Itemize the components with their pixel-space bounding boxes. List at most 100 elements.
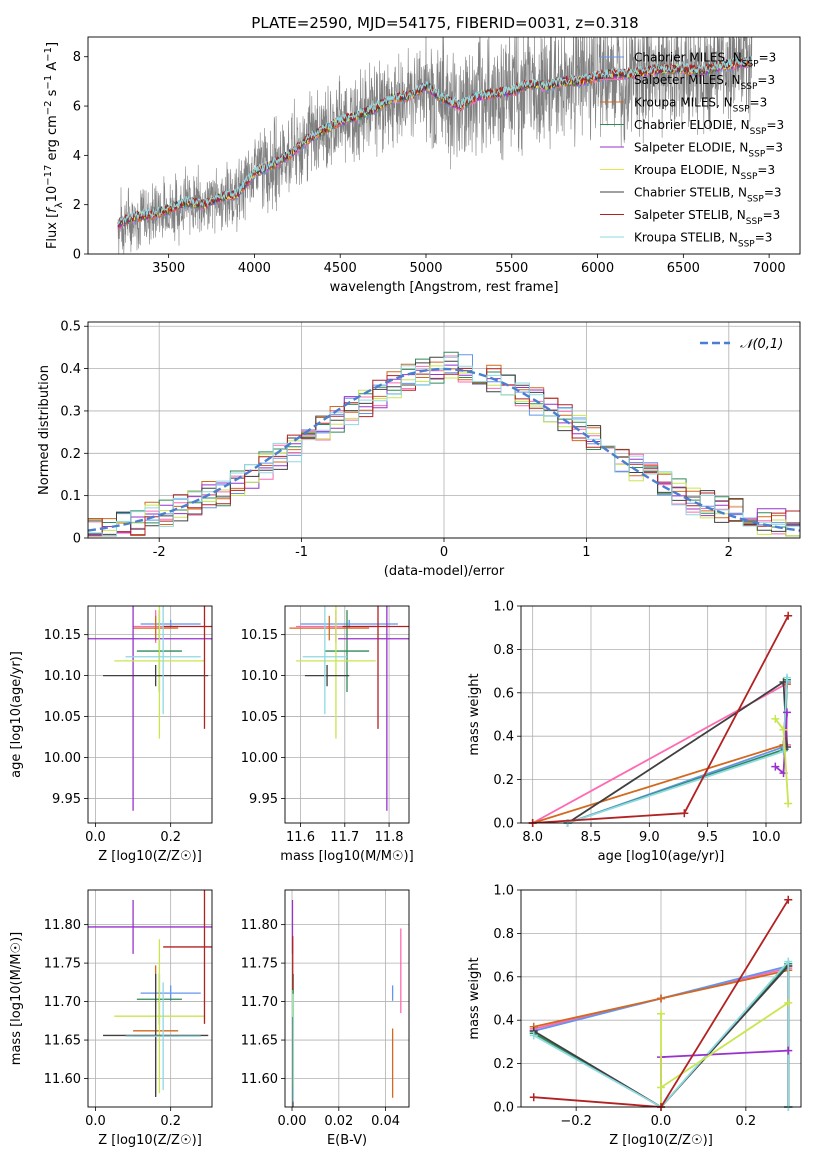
- y-axis-label-part: s: [45, 89, 60, 100]
- legend-label-part: =3: [764, 186, 782, 200]
- x-tick-label: 0.2: [736, 1114, 757, 1129]
- axes-frame: [87, 605, 213, 824]
- y-tick-label: 1.0: [493, 600, 514, 615]
- residual-histogram: [88, 367, 800, 537]
- legend-label-part: SSP: [741, 172, 758, 182]
- y-axis-label: mass weight: [467, 957, 482, 1039]
- x-tick-label: 6500: [667, 261, 700, 276]
- legend-label-part: SSP: [748, 150, 765, 160]
- y-axis-label-part: Flux [: [45, 213, 60, 249]
- y-tick-label: 0.4: [60, 362, 81, 377]
- y-tick-label: 0.1: [60, 489, 81, 504]
- spectrum-model-line: [117, 56, 752, 226]
- y-tick-label: 11.75: [241, 957, 278, 972]
- legend-label-part: =3: [766, 118, 784, 132]
- legend-label-part: Salpeter ELODIE, N: [634, 141, 748, 155]
- weight-marker: [657, 994, 665, 1003]
- weight-marker: [771, 762, 780, 771]
- axes-frame: [87, 36, 801, 255]
- weight-marker: [784, 998, 793, 1007]
- weight-marker: [784, 611, 793, 620]
- weight-marker: [783, 673, 791, 682]
- x-tick-label: −0.2: [560, 1114, 592, 1129]
- weight-line: [567, 680, 788, 823]
- y-tick-label: 0.2: [493, 1057, 514, 1072]
- legend-label-part: Kroupa ELODIE, N: [634, 163, 741, 177]
- legend-label-part: Chabrier STELIB, N: [634, 186, 747, 200]
- x-axis-label: Z [log10(Z/Z☉)]: [609, 1133, 713, 1148]
- legend-label-part: SSP: [750, 127, 767, 137]
- y-tick-label: 6: [73, 100, 81, 115]
- age-vs-Z-chart: 0.0 0.2 9.95 10.00 10.05 10.10 10.15 Z [log10(Z…: [9, 605, 213, 864]
- y-tick-label: 0.6: [493, 686, 514, 701]
- x-tick-label: 9.0: [639, 830, 660, 845]
- weight-marker: [779, 725, 788, 734]
- axes-frame: [520, 605, 802, 824]
- x-tick-label: 0.04: [371, 1114, 400, 1129]
- axes-frame: [284, 889, 410, 1108]
- y-tick-label: 10.00: [241, 751, 278, 766]
- x-axis-label: age [log10(age/yr)]: [598, 849, 725, 864]
- axes-frame: [284, 605, 410, 824]
- y-tick-label: 0.3: [60, 404, 81, 419]
- legend-label-part: Kroupa STELIB, N: [634, 231, 738, 245]
- legend-label: Salpeter ELODIE, NSSP=3: [634, 141, 783, 160]
- weight-marker: [529, 1093, 538, 1102]
- residual-histogram: [88, 357, 800, 537]
- legend-label: Chabrier MILES, NSSP=3: [634, 51, 776, 70]
- y-axis-label: Flux [fλ10−17 erg cm−2 s−1 A−1]: [43, 42, 65, 249]
- axes-frame: [520, 889, 802, 1108]
- weight-marker: [784, 895, 793, 904]
- legend-label: Kroupa MILES, NSSP=3: [634, 96, 767, 115]
- mass-vs-ebv-chart: 0.00 0.02 0.04 11.60 11.65 11.70 11.75 11.80 E(B…: [241, 889, 410, 1148]
- legend-label-part: SSP: [733, 105, 750, 115]
- y-tick-label: 11.70: [241, 995, 278, 1010]
- y-tick-label: 0.8: [493, 643, 514, 658]
- x-tick-label: 0: [440, 545, 448, 560]
- y-tick-label: 10.10: [44, 669, 81, 684]
- x-tick-label: 0.0: [85, 1114, 106, 1129]
- weight-marker: [784, 1046, 793, 1055]
- legend-label-part: SSP: [738, 240, 755, 250]
- y-tick-label: 4: [73, 149, 81, 164]
- x-axis-label: Z [log10(Z/Z☉)]: [98, 849, 202, 864]
- weight-vs-Z-chart: −0.2 0.0 0.2 0.0 0.2 0.4 0.6 0.8 1.0 Z [log10(Z/Z…: [467, 884, 802, 1148]
- y-tick-label: 0: [73, 248, 81, 263]
- y-axis-label-part: A: [45, 62, 60, 75]
- x-tick-label: -2: [153, 545, 166, 560]
- weight-marker: [784, 799, 793, 808]
- x-tick-label: 0.0: [85, 830, 106, 845]
- x-tick-label: 6000: [581, 261, 614, 276]
- y-axis-label-part: −2: [43, 100, 54, 115]
- chart-layer: 3500 4000 4500 5000 5500 6000 6500 7000 0 2 4 6 8 wav…: [9, 36, 802, 1148]
- y-tick-label: 0.2: [493, 773, 514, 788]
- x-tick-label: 4000: [238, 261, 271, 276]
- y-tick-label: 2: [73, 198, 81, 213]
- x-axis-label: (data-model)/error: [384, 564, 505, 579]
- y-tick-label: 0.5: [60, 320, 81, 335]
- y-tick-label: 0.4: [493, 730, 514, 745]
- x-axis-label: Z [log10(Z/Z☉)]: [98, 1133, 202, 1148]
- weight-line: [660, 1049, 789, 1107]
- legend-label-part: =3: [759, 51, 777, 65]
- x-tick-label: 3500: [152, 261, 185, 276]
- weight-vs-age-chart: 8.0 8.5 9.0 9.5 10.0 0.0 0.2 0.4 0.6 0.8 1.0 age [l…: [467, 600, 802, 864]
- legend-label-part: SSP: [747, 195, 764, 205]
- x-tick-label: 2: [725, 545, 733, 560]
- legend-label-part: Chabrier ELODIE, N: [634, 118, 750, 132]
- axes-frame: [87, 889, 213, 1108]
- legend-label-part: =3: [757, 73, 775, 87]
- y-tick-label: 11.60: [241, 1072, 278, 1087]
- legend-label-part: Chabrier MILES, N: [634, 51, 742, 65]
- y-tick-label: 0.6: [493, 970, 514, 985]
- legend-label-part: SSP: [741, 82, 758, 92]
- weight-marker: [783, 708, 791, 717]
- weight-line: [533, 899, 790, 1107]
- y-tick-label: 9.95: [52, 792, 81, 807]
- gaussian-curve: [88, 367, 800, 532]
- legend-label-part: =3: [763, 208, 781, 222]
- x-tick-label: 7000: [753, 261, 786, 276]
- legend-label-part: SSP: [742, 60, 759, 70]
- legend-label: Kroupa ELODIE, NSSP=3: [634, 163, 775, 182]
